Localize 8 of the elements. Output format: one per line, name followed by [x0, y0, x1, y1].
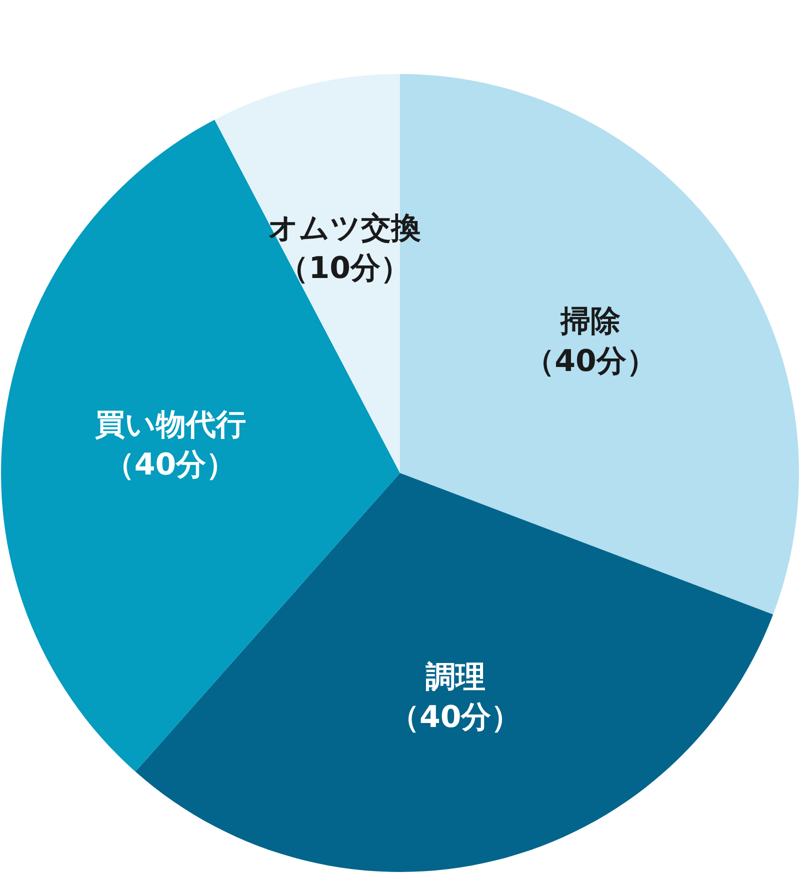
- slice-label: 調理: [425, 660, 486, 696]
- data-label: （40分）: [524, 344, 656, 380]
- slice-label: 掃除: [559, 304, 620, 340]
- data-label: （40分）: [390, 700, 522, 736]
- data-label: （40分）: [104, 448, 236, 483]
- slice-label: 買い物代行: [94, 408, 246, 443]
- data-label: （10分）: [278, 250, 410, 286]
- slice-label: オムツ交換: [268, 210, 422, 246]
